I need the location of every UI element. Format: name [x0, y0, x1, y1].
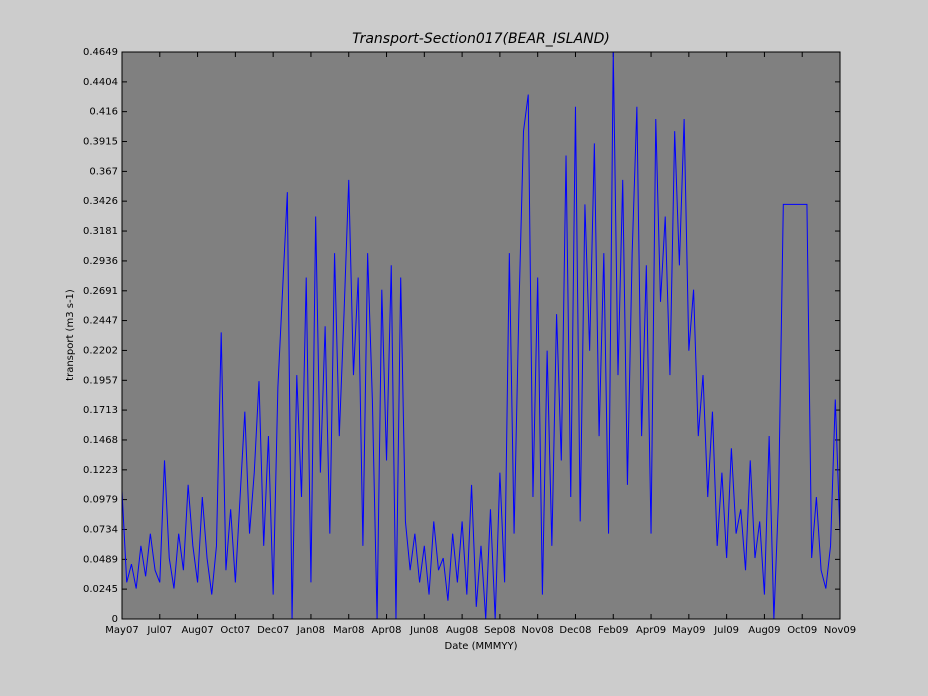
plot-area: [122, 52, 840, 619]
y-tick-label: 0.1957: [83, 375, 118, 386]
x-tick-label: Oct07: [220, 625, 250, 636]
x-tick-label: Nov08: [522, 625, 554, 636]
y-tick-label: 0.3915: [83, 137, 118, 148]
x-tick-label: Mar08: [333, 625, 365, 636]
y-tick-label: 0.2691: [83, 286, 118, 297]
x-tick-label: Apr09: [636, 625, 666, 636]
y-tick-label: 0.3181: [83, 226, 118, 237]
plot-frame: [121, 51, 841, 620]
y-axis-label: transport (m3 s-1): [65, 289, 76, 381]
x-tick-label: Oct09: [787, 625, 817, 636]
data-line: [121, 51, 841, 620]
y-tick-label: 0.0734: [83, 524, 118, 535]
y-tick-label: 0.4649: [83, 47, 118, 58]
chart-title: Transport-Section017(BEAR_ISLAND): [352, 31, 610, 47]
x-tick-label: Dec08: [559, 625, 591, 636]
y-tick-label: 0.3426: [83, 196, 118, 207]
y-tick-label: 0.2202: [83, 345, 118, 356]
y-tick-label: 0.0245: [83, 584, 118, 595]
x-tick-label: Jul07: [146, 625, 172, 636]
y-tick-label: 0.367: [89, 166, 118, 177]
x-tick-label: Jun08: [409, 625, 438, 636]
y-tick-label: 0.2447: [83, 316, 118, 327]
y-tick-label: 0.1223: [83, 465, 118, 476]
y-tick-label: 0.1468: [83, 435, 118, 446]
x-tick-label: Feb09: [598, 625, 628, 636]
x-tick-label: Aug09: [748, 625, 780, 636]
x-axis-label: Date (MMMYY): [445, 641, 518, 652]
x-tick-label: Jan08: [296, 625, 325, 636]
y-tick-label: 0.416: [89, 107, 118, 118]
y-tick-label: 0.0489: [83, 554, 118, 565]
x-tick-label: May07: [105, 625, 138, 636]
y-tick-label: 0.4404: [83, 77, 118, 88]
x-tick-label: Aug08: [446, 625, 478, 636]
x-tick-label: Nov09: [824, 625, 856, 636]
y-tick-label: 0.2936: [83, 256, 118, 267]
x-tick-label: Dec07: [257, 625, 289, 636]
x-tick-label: May09: [672, 625, 705, 636]
y-tick-label: 0: [112, 614, 118, 625]
x-tick-label: Sep08: [484, 625, 516, 636]
x-tick-label: Apr08: [372, 625, 402, 636]
y-tick-label: 0.1713: [83, 405, 118, 416]
y-tick-label: 0.0979: [83, 495, 118, 506]
x-tick-label: Aug07: [181, 625, 213, 636]
x-tick-label: Jul09: [713, 625, 739, 636]
